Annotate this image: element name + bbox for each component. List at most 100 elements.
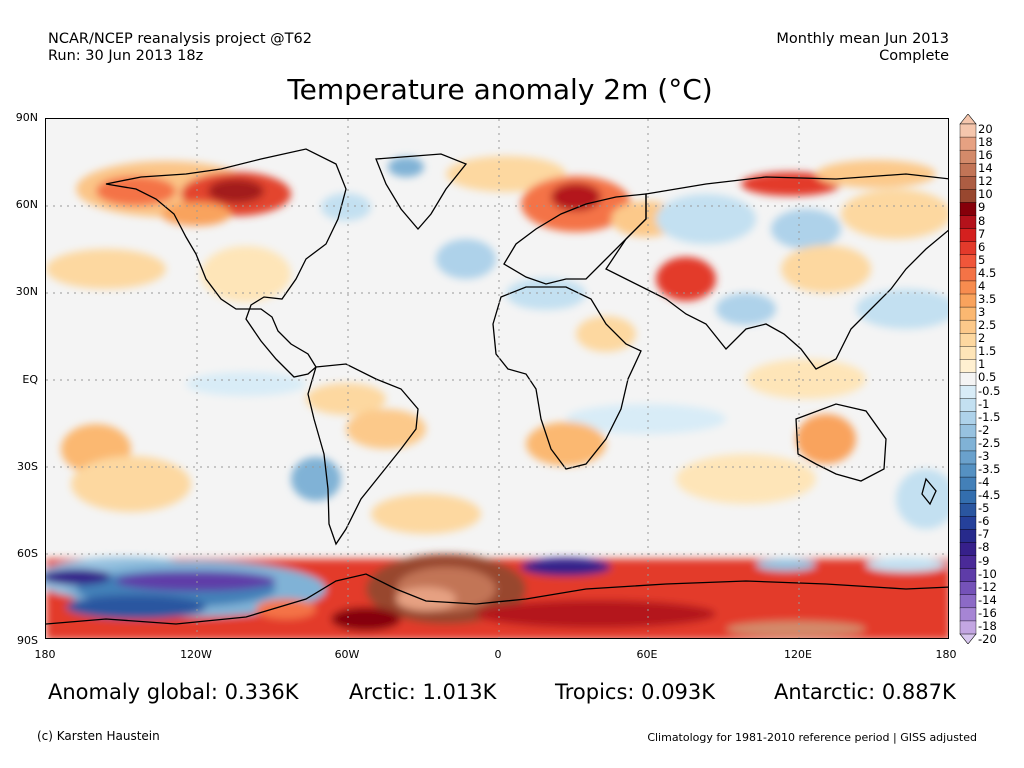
colorbar-swatch — [959, 503, 977, 517]
colorbar-swatch — [959, 189, 977, 203]
colorbar-tick-label: -0.5 — [978, 383, 1001, 398]
lat-label-30n: 30N — [15, 285, 38, 298]
colorbar-swatch — [959, 594, 977, 609]
colorbar-swatch — [959, 228, 977, 243]
lat-label-60n: 60N — [15, 198, 38, 211]
lat-label-60s: 60S — [17, 547, 38, 560]
credit-text: (c) Karsten Haustein — [37, 729, 160, 743]
colorbar-tick-label: 4.5 — [978, 265, 997, 280]
colorbar-swatch — [959, 163, 977, 177]
stat-arctic: Arctic: 1.013K — [349, 680, 497, 704]
header-right: Monthly mean Jun 2013 Complete — [776, 31, 949, 65]
colorbar-swatch — [959, 424, 977, 439]
climatology-note: Climatology for 1981-2010 reference peri… — [647, 731, 977, 744]
colorbar-tick-label: 18 — [978, 135, 993, 150]
colorbar-tick-label: 6 — [978, 239, 986, 254]
colorbar-tick-label: -16 — [978, 605, 997, 620]
colorbar-tick-label: -3.5 — [978, 462, 1001, 476]
colorbar-tick-label: -8 — [978, 540, 990, 555]
colorbar-swatch — [959, 463, 977, 478]
lon-label-120e: 120E — [784, 648, 812, 661]
colorbar-min-arrow — [959, 633, 977, 644]
colorbar-tick-label: -7 — [978, 527, 990, 542]
colorbar-swatch — [959, 346, 977, 360]
lon-label-60w: 60W — [334, 648, 360, 661]
lon-label-180e: 180 — [935, 648, 957, 661]
lon-label-120w: 120W — [180, 648, 212, 661]
colorbar-tick-label: -14 — [978, 592, 997, 607]
colorbar-tick-label: -3 — [978, 448, 990, 463]
colorbar-tick-label: -20 — [978, 632, 997, 646]
colorbar-tick-label: -1.5 — [978, 409, 1001, 424]
colorbar-swatch — [959, 516, 977, 530]
colorbar-tick-label: 12 — [978, 174, 993, 189]
colorbar-tick-label: -12 — [978, 579, 997, 594]
lat-label-eq: EQ — [22, 373, 38, 386]
colorbar-tick-label: -2 — [978, 422, 990, 437]
colorbar-swatch — [959, 411, 977, 426]
colorbar-tick-label: 0.5 — [978, 370, 997, 385]
colorbar-swatch — [959, 568, 977, 583]
colorbar-swatch — [959, 581, 977, 596]
colorbar-swatch — [959, 359, 977, 373]
colorbar-swatch — [959, 293, 977, 308]
colorbar-swatch — [959, 267, 977, 282]
colorbar-tick-label: 2 — [978, 331, 986, 346]
colorbar-swatch — [959, 280, 977, 295]
colorbar-tick-label: 1 — [978, 357, 986, 372]
colorbar-tick-label: -6 — [978, 514, 990, 529]
lat-label-90n: 90N — [15, 111, 38, 124]
colorbar-tick-label: 3 — [978, 305, 986, 320]
lon-label-180w: 180 — [34, 648, 56, 661]
colorbar-swatch — [959, 333, 977, 347]
run-label: Run: 30 Jun 2013 18z — [48, 48, 204, 64]
colorbar-tick-label: 14 — [978, 161, 993, 176]
header-left: NCAR/NCEP reanalysis project @T62 Run: 3… — [48, 31, 312, 65]
map-canvas — [46, 119, 948, 638]
colorbar-tick-label: -4 — [978, 475, 990, 490]
colorbar-swatch — [959, 542, 977, 557]
graticule — [46, 119, 948, 638]
colorbar-swatch — [959, 319, 977, 334]
stat-tropics: Tropics: 0.093K — [555, 680, 716, 704]
colorbar-swatch — [959, 241, 977, 256]
colorbar-tick-label: 16 — [978, 148, 993, 163]
status-label: Complete — [879, 48, 949, 64]
model-label: NCAR/NCEP reanalysis project @T62 — [48, 31, 312, 47]
colorbar-swatch — [959, 123, 977, 138]
colorbar-tick-label: 5 — [978, 252, 986, 267]
lon-label-60e: 60E — [636, 648, 658, 661]
colorbar-swatch — [959, 176, 977, 190]
colorbar-swatch — [959, 372, 977, 387]
colorbar-swatches — [959, 114, 977, 644]
colorbar-swatch — [959, 215, 977, 230]
colorbar-swatch — [959, 529, 977, 543]
colorbar-swatch — [959, 254, 977, 269]
anomaly-map — [45, 118, 949, 639]
colorbar-swatch — [959, 437, 977, 452]
colorbar-swatch — [959, 202, 977, 217]
colorbar-tick-label: -2.5 — [978, 435, 1001, 450]
anomaly-stats: Anomaly global: 0.336K Arctic: 1.013K Tr… — [0, 680, 1024, 706]
colorbar-swatch — [959, 489, 977, 504]
colorbar-tick-label: -10 — [978, 566, 997, 581]
colorbar-tick-label: -18 — [978, 618, 997, 633]
colorbar-tick-label: -5 — [978, 501, 990, 516]
colorbar-swatch — [959, 136, 977, 151]
stat-antarctic: Antarctic: 0.887K — [774, 680, 956, 704]
colorbar-tick-label: 1.5 — [978, 344, 997, 359]
lon-label-0: 0 — [494, 648, 502, 661]
colorbar-legend: 20 18 16 14 12 10 9 8 7 6 5 4.5 4 3.5 3 2.5 2 1.5 1 0.5 -0.5… — [958, 114, 1024, 646]
lat-label-90s: 90S — [17, 634, 38, 647]
colorbar-tick-label: 2.5 — [978, 318, 997, 333]
colorbar-swatch — [959, 149, 977, 164]
colorbar-swatch — [959, 306, 977, 321]
colorbar-tick-label: 20 — [978, 122, 993, 136]
colorbar-tick-label: 3.5 — [978, 292, 997, 306]
colorbar-tick-label: 4 — [978, 278, 986, 293]
colorbar-swatch — [959, 555, 977, 570]
colorbar-tick-label: 8 — [978, 213, 986, 228]
coastlines — [46, 148, 948, 625]
colorbar-tick-label: -4.5 — [978, 488, 1001, 503]
map-title: Temperature anomaly 2m (°C) — [287, 73, 713, 106]
